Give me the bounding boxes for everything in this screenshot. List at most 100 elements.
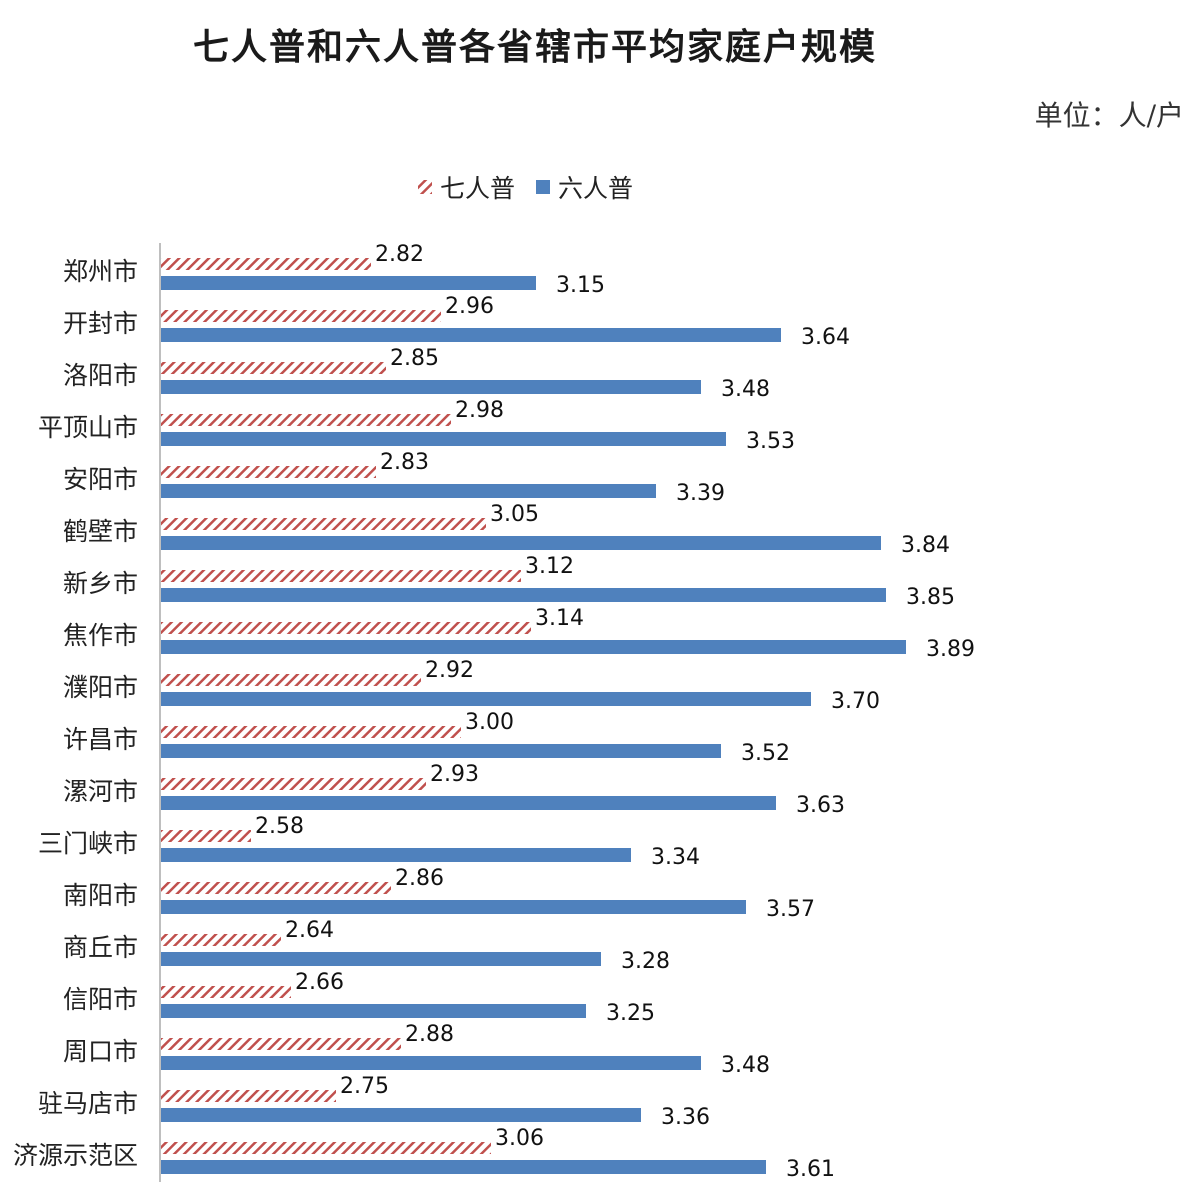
bar-sixth-census — [161, 848, 631, 862]
category-label: 开封市 — [63, 309, 138, 338]
value-label-sixth: 3.64 — [801, 325, 850, 350]
value-label-seventh: 3.00 — [465, 710, 514, 735]
bar-seventh-census — [161, 622, 531, 634]
bar-seventh-census — [161, 726, 461, 738]
bar-sixth-census — [161, 536, 881, 550]
value-labels: 2.82 3.15 2.96 3.64 2.85 3.48 2.98 3.53 2.83 3.39… — [255, 242, 975, 1182]
legend-label-sixth: 六人普 — [558, 174, 633, 203]
category-label: 新乡市 — [63, 569, 138, 598]
value-label-seventh: 2.96 — [445, 294, 494, 319]
bar-sixth-census — [161, 1056, 701, 1070]
legend: 七人普 六人普 — [418, 174, 633, 203]
category-label: 济源示范区 — [13, 1141, 138, 1170]
bar-seventh-census — [161, 1090, 336, 1102]
category-label: 鹤壁市 — [63, 517, 138, 546]
category-label: 南阳市 — [63, 881, 138, 910]
value-label-sixth: 3.70 — [831, 689, 880, 714]
unit-label: 单位：人/户 — [1034, 99, 1184, 132]
category-label: 郑州市 — [63, 257, 138, 286]
bar-sixth-census — [161, 1108, 641, 1122]
value-label-sixth: 3.28 — [621, 949, 670, 974]
value-label-seventh: 2.83 — [380, 450, 429, 475]
bar-sixth-census — [161, 1160, 766, 1174]
value-label-seventh: 3.06 — [495, 1126, 544, 1151]
category-label: 平顶山市 — [38, 413, 138, 442]
bar-seventh-census — [161, 1142, 491, 1154]
category-label: 安阳市 — [63, 465, 138, 494]
value-label-seventh: 2.85 — [390, 346, 439, 371]
bar-sixth-census — [161, 952, 601, 966]
value-label-sixth: 3.89 — [926, 637, 975, 662]
category-label: 周口市 — [63, 1037, 138, 1066]
value-label-seventh: 2.58 — [255, 814, 304, 839]
bar-sixth-census — [161, 380, 701, 394]
value-label-seventh: 2.98 — [455, 398, 504, 423]
category-label: 许昌市 — [63, 725, 138, 754]
value-label-sixth: 3.53 — [746, 429, 795, 454]
value-label-seventh: 2.82 — [375, 242, 424, 267]
bar-sixth-census — [161, 588, 886, 602]
value-label-seventh: 2.92 — [425, 658, 474, 683]
category-label: 三门峡市 — [38, 829, 138, 858]
bar-seventh-census — [161, 882, 391, 894]
value-label-sixth: 3.15 — [556, 273, 605, 298]
legend-swatch-sixth — [536, 180, 550, 194]
bar-sixth-census — [161, 276, 536, 290]
category-label: 商丘市 — [63, 933, 138, 962]
value-label-sixth: 3.57 — [766, 897, 815, 922]
bar-seventh-census — [161, 778, 426, 790]
bar-sixth-census — [161, 1004, 586, 1018]
legend-swatch-seventh — [418, 180, 432, 194]
value-label-seventh: 3.05 — [490, 502, 539, 527]
value-label-seventh: 3.12 — [525, 554, 574, 579]
bar-seventh-census — [161, 934, 281, 946]
value-label-seventh: 2.93 — [430, 762, 479, 787]
value-label-seventh: 2.75 — [340, 1074, 389, 1099]
bar-sixth-census — [161, 692, 811, 706]
bar-seventh-census — [161, 362, 386, 374]
bar-seventh-census — [161, 1038, 401, 1050]
bar-sixth-census — [161, 484, 656, 498]
value-label-sixth: 3.48 — [721, 1053, 770, 1078]
bar-sixth-census — [161, 432, 726, 446]
value-label-sixth: 3.84 — [901, 533, 950, 558]
category-label: 焦作市 — [63, 621, 138, 650]
bar-sixth-census — [161, 640, 906, 654]
value-label-sixth: 3.39 — [676, 481, 725, 506]
value-label-sixth: 3.25 — [606, 1001, 655, 1026]
bar-sixth-census — [161, 328, 781, 342]
value-label-sixth: 3.61 — [786, 1157, 835, 1182]
value-label-sixth: 3.48 — [721, 377, 770, 402]
bar-seventh-census — [161, 414, 451, 426]
value-label-seventh: 2.66 — [295, 970, 344, 995]
bar-seventh-census — [161, 986, 291, 998]
bar-seventh-census — [161, 518, 486, 530]
category-label: 驻马店市 — [38, 1089, 138, 1118]
category-label: 洛阳市 — [63, 361, 138, 390]
value-label-sixth: 3.34 — [651, 845, 700, 870]
value-label-sixth: 3.36 — [661, 1105, 710, 1130]
category-label: 漯河市 — [63, 777, 138, 806]
bar-sixth-census — [161, 796, 776, 810]
bar-seventh-census — [161, 466, 376, 478]
legend-label-seventh: 七人普 — [440, 174, 515, 203]
bars — [161, 258, 906, 1174]
category-labels: 郑州市开封市洛阳市平顶山市安阳市鹤壁市新乡市焦作市濮阳市许昌市漯河市三门峡市南阳… — [13, 257, 138, 1170]
value-label-seventh: 3.14 — [535, 606, 584, 631]
bar-sixth-census — [161, 900, 746, 914]
bar-seventh-census — [161, 310, 441, 322]
value-label-sixth: 3.85 — [906, 585, 955, 610]
category-label: 信阳市 — [63, 985, 138, 1014]
bar-seventh-census — [161, 570, 521, 582]
value-label-sixth: 3.63 — [796, 793, 845, 818]
value-label-seventh: 2.86 — [395, 866, 444, 891]
value-label-seventh: 2.88 — [405, 1022, 454, 1047]
bar-seventh-census — [161, 830, 251, 842]
bar-seventh-census — [161, 258, 371, 270]
bar-sixth-census — [161, 744, 721, 758]
value-label-sixth: 3.52 — [741, 741, 790, 766]
chart-title: 七人普和六人普各省辖市平均家庭户规模 — [192, 27, 877, 68]
value-label-seventh: 2.64 — [285, 918, 334, 943]
category-label: 濮阳市 — [63, 673, 138, 702]
